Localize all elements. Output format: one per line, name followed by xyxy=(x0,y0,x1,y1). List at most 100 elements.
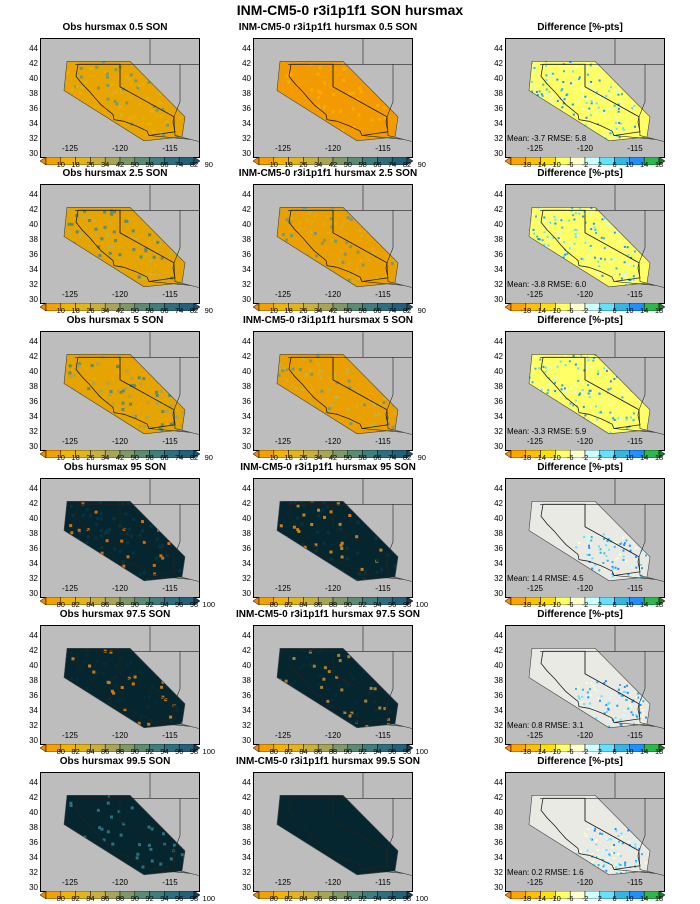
map-canvas xyxy=(40,331,200,451)
colorbar-tick-label: 90 xyxy=(344,894,352,903)
colorbar-tick-label: 82 xyxy=(190,306,198,315)
colorbar-tick-label: 14 xyxy=(640,306,648,315)
colorbar-tick-label: 92 xyxy=(358,600,366,609)
latitude-tick-label: 44 xyxy=(494,779,503,787)
colorbar-tick-label: 18 xyxy=(284,306,292,315)
panel-title: INM-CM5-0 r3i1p1f1 hursmax 5 SON xyxy=(233,315,423,326)
latitude-tick-label: 36 xyxy=(29,692,38,700)
colorbar-tick-label: 98 xyxy=(403,600,411,609)
figure-title: INM-CM5-0 r3i1p1f1 SON hursmax xyxy=(0,2,700,18)
colorbar-tick-label: 6 xyxy=(613,894,617,903)
latitude-tick-label: 44 xyxy=(494,191,503,199)
latitude-tick-label: 32 xyxy=(494,281,503,289)
panel-title: Difference [%-pts] xyxy=(485,756,675,767)
latitude-tick-label: 42 xyxy=(494,500,503,508)
latitude-tick-label: 44 xyxy=(29,485,38,493)
map-area xyxy=(253,38,413,158)
latitude-tick-label: 32 xyxy=(29,281,38,289)
colorbar-tick-label: 82 xyxy=(190,453,198,462)
mean-value: 1.4 xyxy=(531,574,542,583)
stats-annotation: Mean: 1.4 RMSE: 4.5 xyxy=(507,574,584,583)
colorbar-tick-label: 80 xyxy=(57,894,65,903)
latitude-tick-label: 40 xyxy=(29,809,38,817)
latitude-tick-label: 36 xyxy=(29,839,38,847)
colorbar-tick-label: 96 xyxy=(388,600,396,609)
latitude-tick-label: 30 xyxy=(494,737,503,745)
latitude-tick-label: 32 xyxy=(494,722,503,730)
colorbar-tick-label: 92 xyxy=(145,747,153,756)
colorbar-tick-label: 42 xyxy=(329,453,337,462)
colorbar-tick-label: 80 xyxy=(57,747,65,756)
latitude-tick-label: 40 xyxy=(29,662,38,670)
colorbar-tick-label: 100 xyxy=(203,894,216,903)
colorbar-tick-label: 10 xyxy=(625,306,633,315)
latitude-tick-label: 36 xyxy=(29,251,38,259)
latitude-tick-label: 34 xyxy=(494,560,503,568)
colorbar-tick-label: 14 xyxy=(640,747,648,756)
latitude-tick-label: 30 xyxy=(242,150,251,158)
panel-title: Obs hursmax 95 SON xyxy=(20,462,210,473)
panel-title: Difference [%-pts] xyxy=(485,22,675,33)
latitude-tick-label: 34 xyxy=(242,854,251,862)
colorbar-tick-label: 10 xyxy=(625,747,633,756)
latitude-tick-label: 40 xyxy=(494,75,503,83)
latitude-tick-label: 32 xyxy=(242,428,251,436)
map-canvas xyxy=(253,184,413,304)
map-canvas xyxy=(40,184,200,304)
colorbar-tick-label: 100 xyxy=(203,747,216,756)
colorbar-tick-label: 50 xyxy=(131,306,139,315)
colorbar-tick-label: -14 xyxy=(535,453,546,462)
colorbar-tick-label: 80 xyxy=(270,600,278,609)
latitude-tick-label: 36 xyxy=(242,692,251,700)
colorbar-tick-label: 58 xyxy=(145,306,153,315)
colorbar-tick-label: 50 xyxy=(344,306,352,315)
colorbar-tick-label: -10 xyxy=(550,453,561,462)
colorbar-tick-label: -2 xyxy=(582,747,589,756)
latitude-tick-label: 32 xyxy=(494,575,503,583)
colorbar-tick-label: 58 xyxy=(145,453,153,462)
colorbar-container xyxy=(40,886,200,894)
map-area xyxy=(40,625,200,745)
latitude-tick-label: 38 xyxy=(494,90,503,98)
colorbar-tick-label: 10 xyxy=(625,453,633,462)
colorbar-container xyxy=(40,445,200,453)
colorbar-tick-label: 14 xyxy=(640,600,648,609)
latitude-tick-label: 36 xyxy=(242,545,251,553)
colorbar-container xyxy=(505,445,665,453)
latitude-tick-label: 34 xyxy=(29,413,38,421)
colorbar-tick-label: 92 xyxy=(358,894,366,903)
colorbar-tick-label: 18 xyxy=(655,747,663,756)
colorbar-tick-label: 98 xyxy=(190,747,198,756)
latitude-tick-label: 36 xyxy=(242,251,251,259)
rmse-value: 6.0 xyxy=(575,280,586,289)
latitude-tick-label: 34 xyxy=(29,854,38,862)
colorbar-tick-label: 94 xyxy=(160,747,168,756)
panel-title: Obs hursmax 2.5 SON xyxy=(20,168,210,179)
latitude-tick-label: 30 xyxy=(494,884,503,892)
colorbar-tick-label: -6 xyxy=(567,747,574,756)
colorbar-tick-label: -18 xyxy=(520,453,531,462)
colorbar-tick-label: 92 xyxy=(358,747,366,756)
latitude-tick-label: 32 xyxy=(29,135,38,143)
colorbar-tick-label: 84 xyxy=(86,600,94,609)
latitude-tick-label: 32 xyxy=(29,722,38,730)
map-canvas xyxy=(253,38,413,158)
latitude-tick-label: 44 xyxy=(29,632,38,640)
latitude-tick-label: 38 xyxy=(494,530,503,538)
colorbar-tick-label: 94 xyxy=(160,894,168,903)
colorbar-tick-label: 26 xyxy=(86,306,94,315)
colorbar-tick-label: 100 xyxy=(416,894,429,903)
colorbar-tick-label: -18 xyxy=(520,894,531,903)
map-area xyxy=(253,478,413,598)
colorbar-tick-label: 82 xyxy=(284,894,292,903)
mean-value: -3.8 xyxy=(531,280,545,289)
colorbar-tick-label: 34 xyxy=(101,453,109,462)
colorbar-tick-label: 10 xyxy=(57,306,65,315)
